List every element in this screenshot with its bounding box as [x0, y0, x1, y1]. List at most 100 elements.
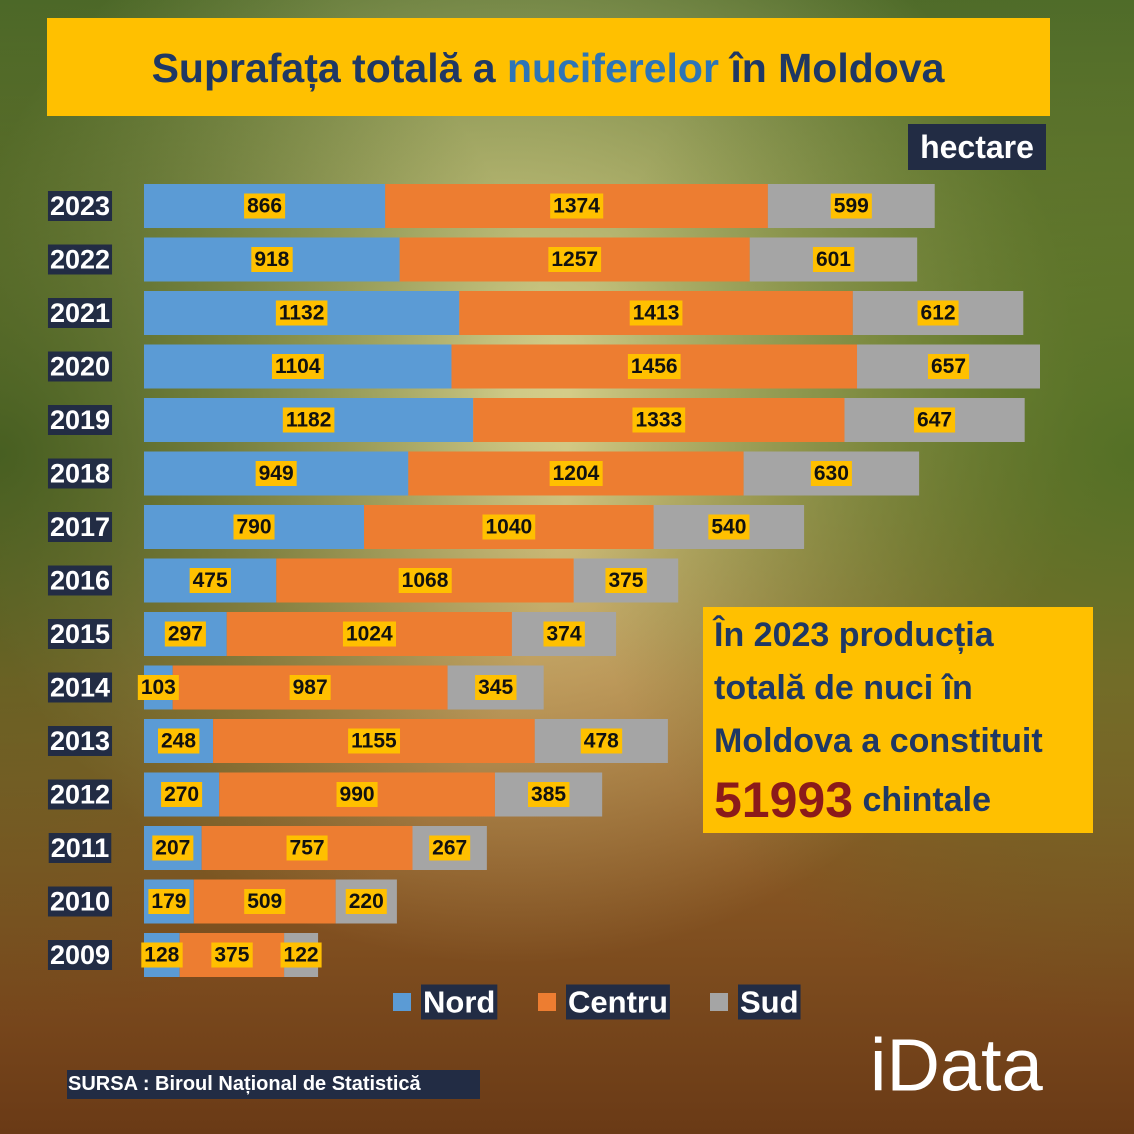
data-label-box: [152, 835, 194, 861]
data-label: 1374: [553, 195, 600, 218]
data-label-box: [158, 728, 200, 754]
data-label: 1104: [275, 355, 321, 378]
data-label: 1040: [486, 516, 533, 539]
data-label-box: [627, 354, 681, 379]
data-label-box: [244, 193, 286, 219]
data-label: 757: [290, 837, 325, 860]
data-label: 990: [340, 783, 375, 806]
legend-label-box: [738, 984, 801, 1020]
data-label-box: [211, 942, 253, 968]
data-label-box: [348, 728, 401, 754]
y-tick-label: 2018: [50, 459, 110, 489]
data-label-box: [398, 568, 452, 593]
data-label: 267: [432, 837, 467, 860]
data-label-box: [148, 889, 190, 914]
data-label: 207: [155, 837, 190, 860]
data-label-box: [580, 728, 623, 754]
annotation-line: Moldova a constituit: [714, 722, 1043, 760]
source: SURSA : Biroul Național de Statistică: [68, 1073, 422, 1095]
annotation-line: totală de nuci în: [714, 669, 973, 707]
y-tick-label: 2012: [50, 780, 110, 810]
y-tick-label: 2020: [50, 352, 110, 382]
y-tick-label: 2022: [50, 245, 110, 275]
data-label-box: [629, 300, 683, 326]
chart-title: Suprafața totală a nuciferelor în Moldov…: [152, 45, 946, 91]
legend: Nord Centru Sud: [393, 984, 801, 1020]
y-tick-label-box: [47, 512, 113, 542]
data-label-box: [543, 621, 585, 647]
annotation-line: În 2023 producția: [712, 616, 995, 654]
data-label: 918: [254, 248, 289, 271]
y-tick-label: 2016: [50, 566, 110, 596]
data-label-box: [550, 193, 604, 219]
legend-label-box: [566, 984, 670, 1020]
data-label-box: [917, 300, 959, 326]
data-label: 1413: [633, 302, 680, 325]
data-label: 478: [584, 730, 619, 753]
data-label: 1068: [402, 569, 449, 592]
legend-label-box: [421, 984, 498, 1020]
data-label-box: [282, 407, 335, 433]
data-label-box: [137, 675, 179, 700]
data-label-box: [927, 354, 970, 379]
data-label: 647: [917, 409, 952, 432]
data-label: 657: [931, 355, 966, 378]
y-tick-label-box: [47, 405, 113, 435]
data-label-box: [549, 461, 603, 486]
y-tick-label: 2023: [50, 191, 110, 221]
data-label-box: [336, 782, 378, 807]
y-tick-label-box: [47, 726, 113, 756]
data-label: 1333: [635, 409, 682, 432]
data-label: 122: [284, 944, 319, 967]
data-label: 1204: [553, 462, 600, 485]
data-label: 601: [816, 248, 851, 271]
data-label-box: [233, 514, 275, 540]
data-label: 509: [247, 890, 282, 913]
data-label: 375: [214, 944, 249, 967]
data-label: 599: [834, 195, 869, 218]
y-tick-label: 2009: [50, 940, 110, 970]
data-label-box: [342, 621, 397, 647]
data-label: 949: [259, 462, 294, 485]
data-label: 612: [921, 302, 956, 325]
y-tick-label: 2021: [50, 298, 110, 328]
legend-swatch: [710, 993, 728, 1011]
title-highlight: nuciferelor: [507, 45, 719, 91]
data-label: 630: [814, 462, 849, 485]
y-tick-label: 2010: [50, 887, 110, 917]
data-label: 248: [161, 730, 196, 753]
data-label: 375: [608, 569, 643, 592]
data-label: 540: [711, 516, 746, 539]
data-label-box: [161, 782, 203, 807]
y-tick-label: 2017: [50, 512, 110, 542]
data-label-box: [141, 942, 183, 968]
data-label-box: [812, 247, 855, 272]
data-label: 128: [144, 944, 179, 967]
legend-swatch: [538, 993, 556, 1011]
y-tick-label-box: [47, 940, 113, 970]
y-tick-label-box: [47, 351, 113, 382]
y-tick-label-box: [47, 886, 113, 917]
data-label-box: [345, 889, 387, 914]
annotation-line: 51993 chintale: [714, 772, 991, 828]
y-tick-label-box: [47, 672, 113, 703]
data-label-box: [275, 300, 328, 326]
y-tick-label: 2011: [51, 833, 110, 863]
y-tick-label-box: [47, 191, 113, 221]
legend-swatch: [393, 993, 411, 1011]
data-label: 385: [531, 783, 566, 806]
source-box: [67, 1070, 480, 1099]
data-label-box: [271, 354, 324, 379]
data-label: 475: [193, 569, 228, 592]
data-label: 103: [141, 676, 176, 699]
y-tick-label-box: [47, 779, 113, 810]
data-label-box: [830, 193, 872, 219]
data-label-box: [244, 889, 286, 914]
data-label-box: [914, 407, 956, 433]
data-label-box: [810, 461, 852, 486]
y-tick-label: 2015: [50, 619, 110, 649]
annotation-unit: chintale: [863, 781, 991, 819]
data-label-box: [528, 782, 570, 807]
unit-label: hectare: [920, 129, 1034, 165]
